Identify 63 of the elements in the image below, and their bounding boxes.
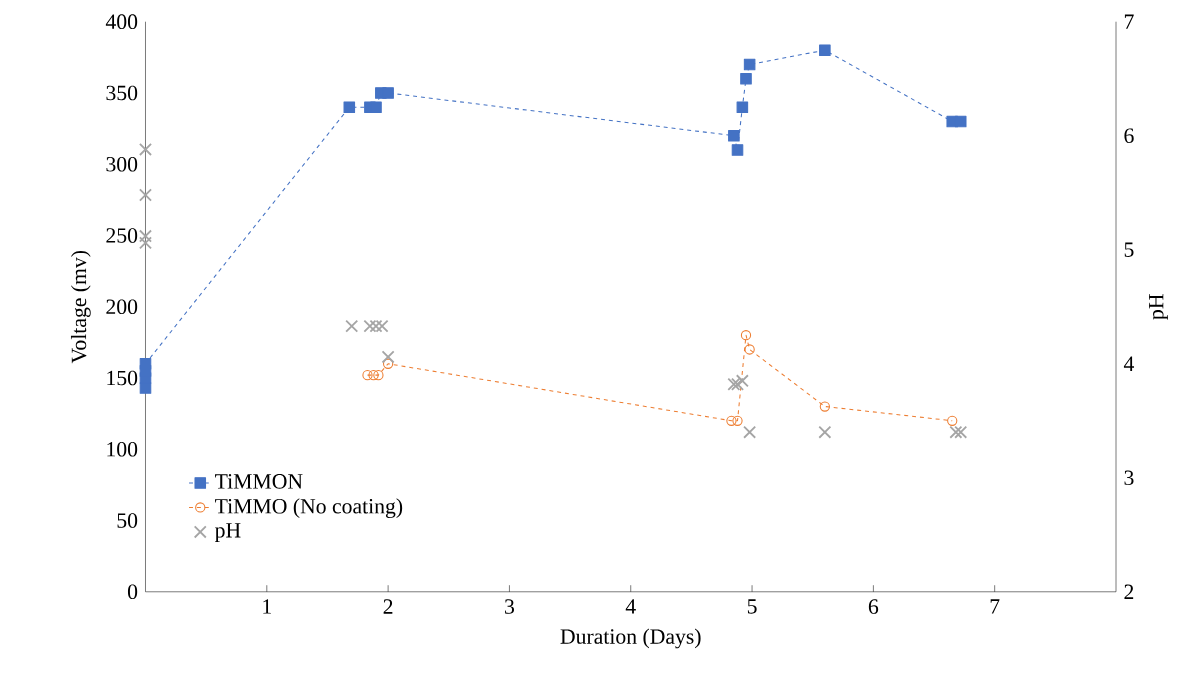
point — [740, 73, 752, 85]
point — [736, 101, 749, 114]
point — [373, 370, 384, 381]
x-tick-label: 1 — [263, 599, 271, 614]
x-axis-title: Duration (Days) — [560, 628, 701, 649]
y-tick-label: 400 — [105, 14, 138, 30]
y2-tick-label: 2 — [1124, 584, 1134, 600]
y-tick-label: 50 — [117, 513, 138, 529]
y-tick-label: 200 — [106, 299, 138, 315]
point — [382, 358, 394, 370]
point — [740, 330, 752, 341]
point — [343, 101, 356, 114]
legend-label: pH — [214, 523, 241, 543]
x-tick-label: 5 — [747, 599, 757, 614]
point — [345, 319, 359, 333]
point — [735, 374, 749, 388]
point — [818, 425, 832, 439]
point — [362, 370, 373, 381]
point — [731, 377, 744, 391]
x-tick-label: 3 — [505, 599, 515, 615]
y-tick-label: 100 — [107, 442, 138, 457]
point — [731, 144, 744, 156]
y-axis-title: Voltage (mv) — [70, 251, 91, 364]
point — [727, 377, 741, 391]
y-tick-label: 0 — [127, 584, 138, 600]
y-tick-label: 300 — [106, 157, 138, 172]
point — [819, 44, 831, 57]
point — [726, 415, 737, 427]
point — [743, 425, 757, 439]
y2-axis-title: pH — [1149, 294, 1168, 320]
x-tick-label: 6 — [868, 599, 879, 615]
point — [819, 401, 830, 412]
point — [744, 344, 755, 355]
point — [732, 415, 743, 427]
x-tick-label: 2 — [383, 599, 393, 614]
y2-tick-label: 7 — [1124, 14, 1134, 30]
point — [382, 87, 394, 99]
legend-label: TiMMO (No coating) — [215, 498, 403, 519]
point — [728, 130, 740, 142]
point — [743, 58, 756, 71]
y-tick-label: 250 — [106, 228, 138, 244]
point — [138, 143, 152, 157]
point — [947, 415, 958, 427]
point — [949, 425, 963, 439]
y2-tick-label: 3 — [1124, 470, 1134, 486]
point — [381, 350, 395, 364]
y2-tick-label: 6 — [1124, 128, 1134, 144]
x-tick-label: 7 — [990, 599, 1000, 614]
point — [369, 319, 383, 333]
point — [138, 236, 152, 250]
point — [370, 101, 382, 114]
point — [139, 358, 152, 370]
x-tick-label: 4 — [625, 599, 636, 614]
point — [954, 115, 967, 128]
point — [368, 370, 379, 381]
point — [138, 229, 152, 243]
legend-label: TiMMON — [215, 474, 303, 489]
y2-tick-label: 4 — [1123, 356, 1135, 372]
point — [138, 188, 152, 202]
y-tick-label: 150 — [107, 370, 138, 386]
point — [954, 425, 968, 439]
y2-tick-label: 5 — [1124, 242, 1134, 258]
y-tick-label: 350 — [106, 85, 138, 101]
